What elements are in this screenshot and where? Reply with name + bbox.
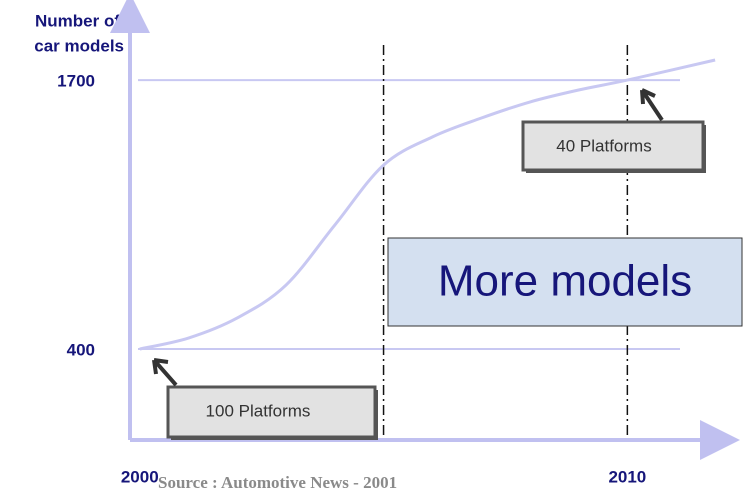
annotation: 40 Platforms (556, 136, 651, 155)
arrow (152, 358, 178, 387)
annotation-box (387, 237, 743, 327)
annotation-box (521, 120, 705, 172)
source: Source : Automotive News - 2001 (158, 473, 397, 492)
x-tick-label: 2000 (121, 467, 159, 486)
y-tick-label: 1700 (57, 72, 95, 91)
y-label: Number of (35, 11, 120, 30)
annotation-box (166, 385, 377, 439)
line (139, 58, 716, 351)
x-tick-label: 2010 (608, 467, 646, 486)
y-label: car models (34, 36, 124, 55)
annotation: 100 Platforms (206, 401, 311, 420)
annotation: More models (438, 257, 692, 306)
arrow (640, 88, 664, 122)
y-tick-label: 400 (67, 340, 95, 359)
